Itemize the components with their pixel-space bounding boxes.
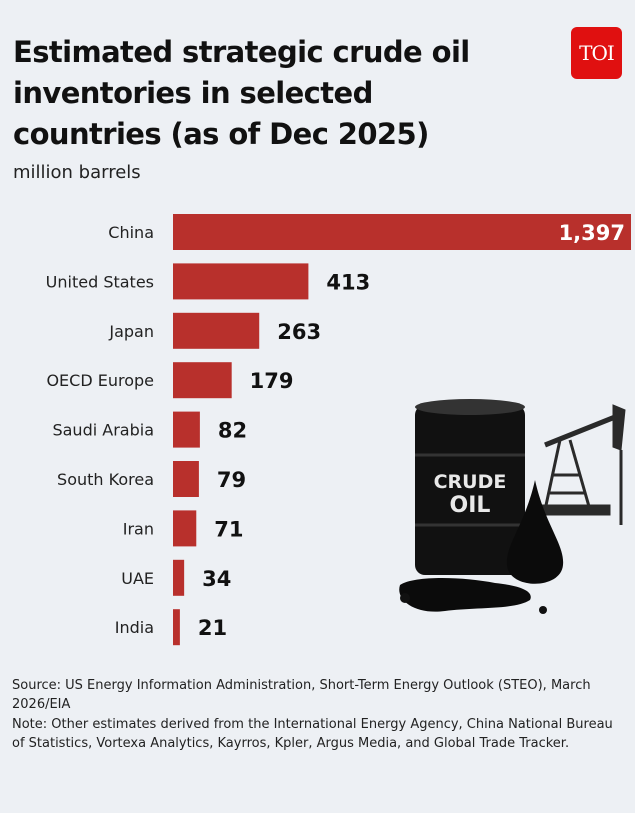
chart-title: Estimated strategic crude oil inventorie… [13, 35, 470, 151]
unit-label: million barrels [13, 162, 141, 183]
bar [173, 510, 197, 547]
category-label: Iran [123, 519, 154, 538]
barrel-text-oil: OIL [450, 493, 491, 518]
category-label: India [115, 618, 154, 637]
pump-jack-icon [534, 404, 626, 525]
crude-oil-illustration: CRUDE OIL [399, 399, 626, 614]
barrel-text-crude: CRUDE [434, 471, 507, 493]
bar [173, 411, 200, 448]
toi-logo: TOI [571, 27, 622, 79]
oil-barrel-icon: CRUDE OIL [415, 399, 525, 575]
bar-chart: China 1,397 United States 413 Japan 263 OECD E… [46, 214, 631, 646]
category-label: China [108, 223, 154, 242]
bar [173, 559, 185, 596]
category-label: Saudi Arabia [52, 421, 154, 440]
value-label: 413 [326, 270, 370, 294]
value-label: 179 [250, 369, 294, 393]
category-label: UAE [121, 569, 154, 588]
oil-spill-icon [399, 578, 531, 612]
bar [173, 362, 232, 399]
category-label: United States [46, 272, 154, 291]
footer: Source: US Energy Information Administra… [12, 677, 622, 755]
value-label: 34 [202, 567, 231, 591]
note-text: Note: Other estimates derived from the I… [12, 717, 613, 751]
bar [173, 263, 309, 300]
bar [173, 609, 180, 646]
category-label: OECD Europe [46, 371, 154, 390]
category-label: Japan [108, 322, 154, 341]
source-text: Source: US Energy Information Administra… [12, 678, 591, 712]
oil-drop-icon [506, 480, 564, 584]
bar [173, 214, 631, 250]
bar [173, 461, 199, 497]
value-label: 71 [214, 517, 243, 541]
value-label: 263 [277, 320, 321, 344]
value-label: 79 [217, 468, 246, 492]
value-label: 82 [218, 419, 247, 443]
value-label: 1,397 [559, 221, 625, 245]
category-label: South Korea [57, 470, 154, 489]
bar [173, 312, 260, 349]
value-label: 21 [198, 616, 227, 640]
